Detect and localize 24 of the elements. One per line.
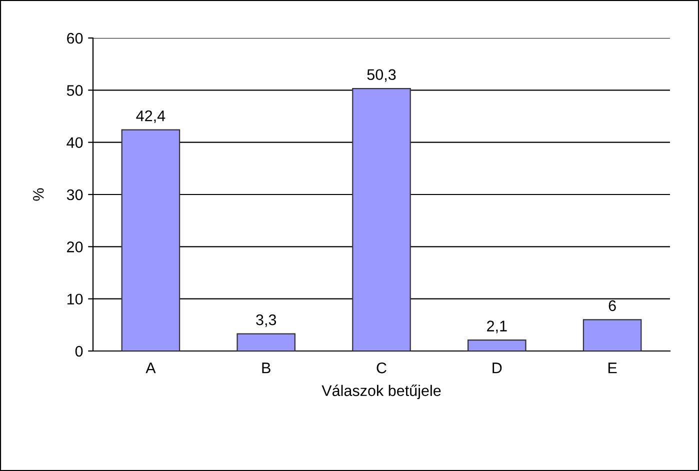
x-tick-label: D: [492, 362, 502, 374]
x-tick-label: B: [262, 362, 270, 374]
bar: [121, 129, 180, 351]
bar: [467, 339, 526, 351]
bar: [582, 319, 642, 351]
y-axis-title: %: [33, 188, 44, 201]
y-tick-label: 30: [66, 189, 83, 200]
y-tick-label: 50: [66, 85, 83, 96]
x-axis-title: Válaszok betűjele: [322, 384, 441, 400]
y-tick-label: 10: [67, 294, 83, 305]
bar: [352, 88, 411, 351]
y-tick-label: 40: [66, 137, 83, 148]
x-tick-label: E: [608, 362, 617, 374]
data-label: 42,4: [136, 110, 166, 124]
x-tick-label: C: [376, 362, 386, 374]
data-label: 6: [608, 300, 616, 312]
bar: [236, 333, 296, 351]
y-tick-label: 20: [67, 242, 83, 252]
data-label: 50,3: [367, 69, 396, 82]
x-tick-label: A: [146, 362, 156, 374]
y-tick-label: 60: [67, 32, 83, 44]
y-tick-label: 0: [75, 346, 83, 357]
data-label: 2,1: [487, 320, 507, 334]
data-label: 3,3: [256, 314, 276, 328]
